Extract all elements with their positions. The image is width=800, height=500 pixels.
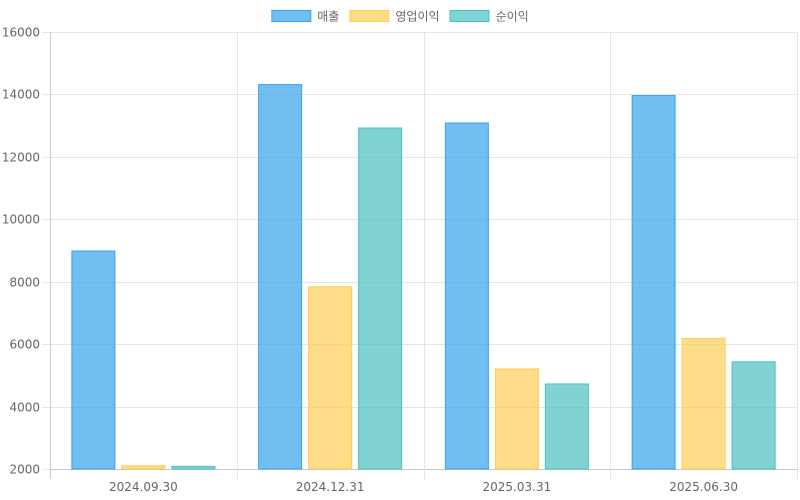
legend-item[interactable]: 영업이익 <box>349 10 440 24</box>
bar[interactable]: 영업이익 2025.06.30: 6200 <box>681 337 726 470</box>
bar[interactable]: 매출 2024.09.30: 9000 <box>71 250 116 470</box>
x-tick-label: 2025.03.31 <box>483 480 552 494</box>
legend-label: 순이익 <box>496 10 529 24</box>
bar[interactable]: 매출 2025.03.31: 13100 <box>444 122 489 470</box>
bar[interactable]: 매출 2024.12.31: 14330 <box>258 84 303 470</box>
y-tick-label: 16000 <box>2 26 40 40</box>
bar[interactable]: 순이익 2025.06.30: 5450 <box>731 361 776 470</box>
x-tick-label: 2025.06.30 <box>669 480 738 494</box>
y-tick-label: 4000 <box>9 401 40 415</box>
y-tick-label: 8000 <box>9 276 40 290</box>
grid-layer <box>42 32 798 479</box>
bar[interactable]: 영업이익 2024.12.31: 7850 <box>308 286 353 470</box>
legend-swatch <box>271 10 312 22</box>
bar[interactable]: 순이익 2025.03.31: 4740 <box>544 383 589 470</box>
legend[interactable]: 매출 영업이익 순이익 <box>271 10 529 24</box>
bars-layer: 매출 2024.09.30: 9000 영업이익 2024.09.30: 2120… <box>71 84 776 470</box>
legend-item[interactable]: 매출 <box>271 10 340 24</box>
bar[interactable]: 매출 2025.06.30: 13980 <box>631 95 676 470</box>
x-tick-label: 2024.12.31 <box>296 480 365 494</box>
y-tick-label: 6000 <box>9 338 40 352</box>
legend-swatch <box>349 10 390 22</box>
bar[interactable]: 영업이익 2025.03.31: 5220 <box>494 368 539 470</box>
y-tick-label: 14000 <box>2 88 40 102</box>
x-tick-label: 2024.09.30 <box>109 480 178 494</box>
legend-item[interactable]: 순이익 <box>449 10 529 24</box>
y-tick-label: 12000 <box>2 151 40 165</box>
y-tick-label: 2000 <box>9 463 40 477</box>
legend-label: 영업이익 <box>395 10 439 24</box>
y-tick-label: 10000 <box>2 213 40 227</box>
bar[interactable]: 영업이익 2024.09.30: 2120 <box>121 465 166 470</box>
bar[interactable]: 순이익 2024.09.30: 2100 <box>171 465 216 470</box>
legend-label: 매출 <box>317 10 339 24</box>
axis-layer: 2000 4000 6000 8000 10000 12000 14000 16000 2024… <box>2 26 738 495</box>
bar[interactable]: 순이익 2024.12.31: 12940 <box>358 127 403 470</box>
legend-swatch <box>449 10 490 22</box>
